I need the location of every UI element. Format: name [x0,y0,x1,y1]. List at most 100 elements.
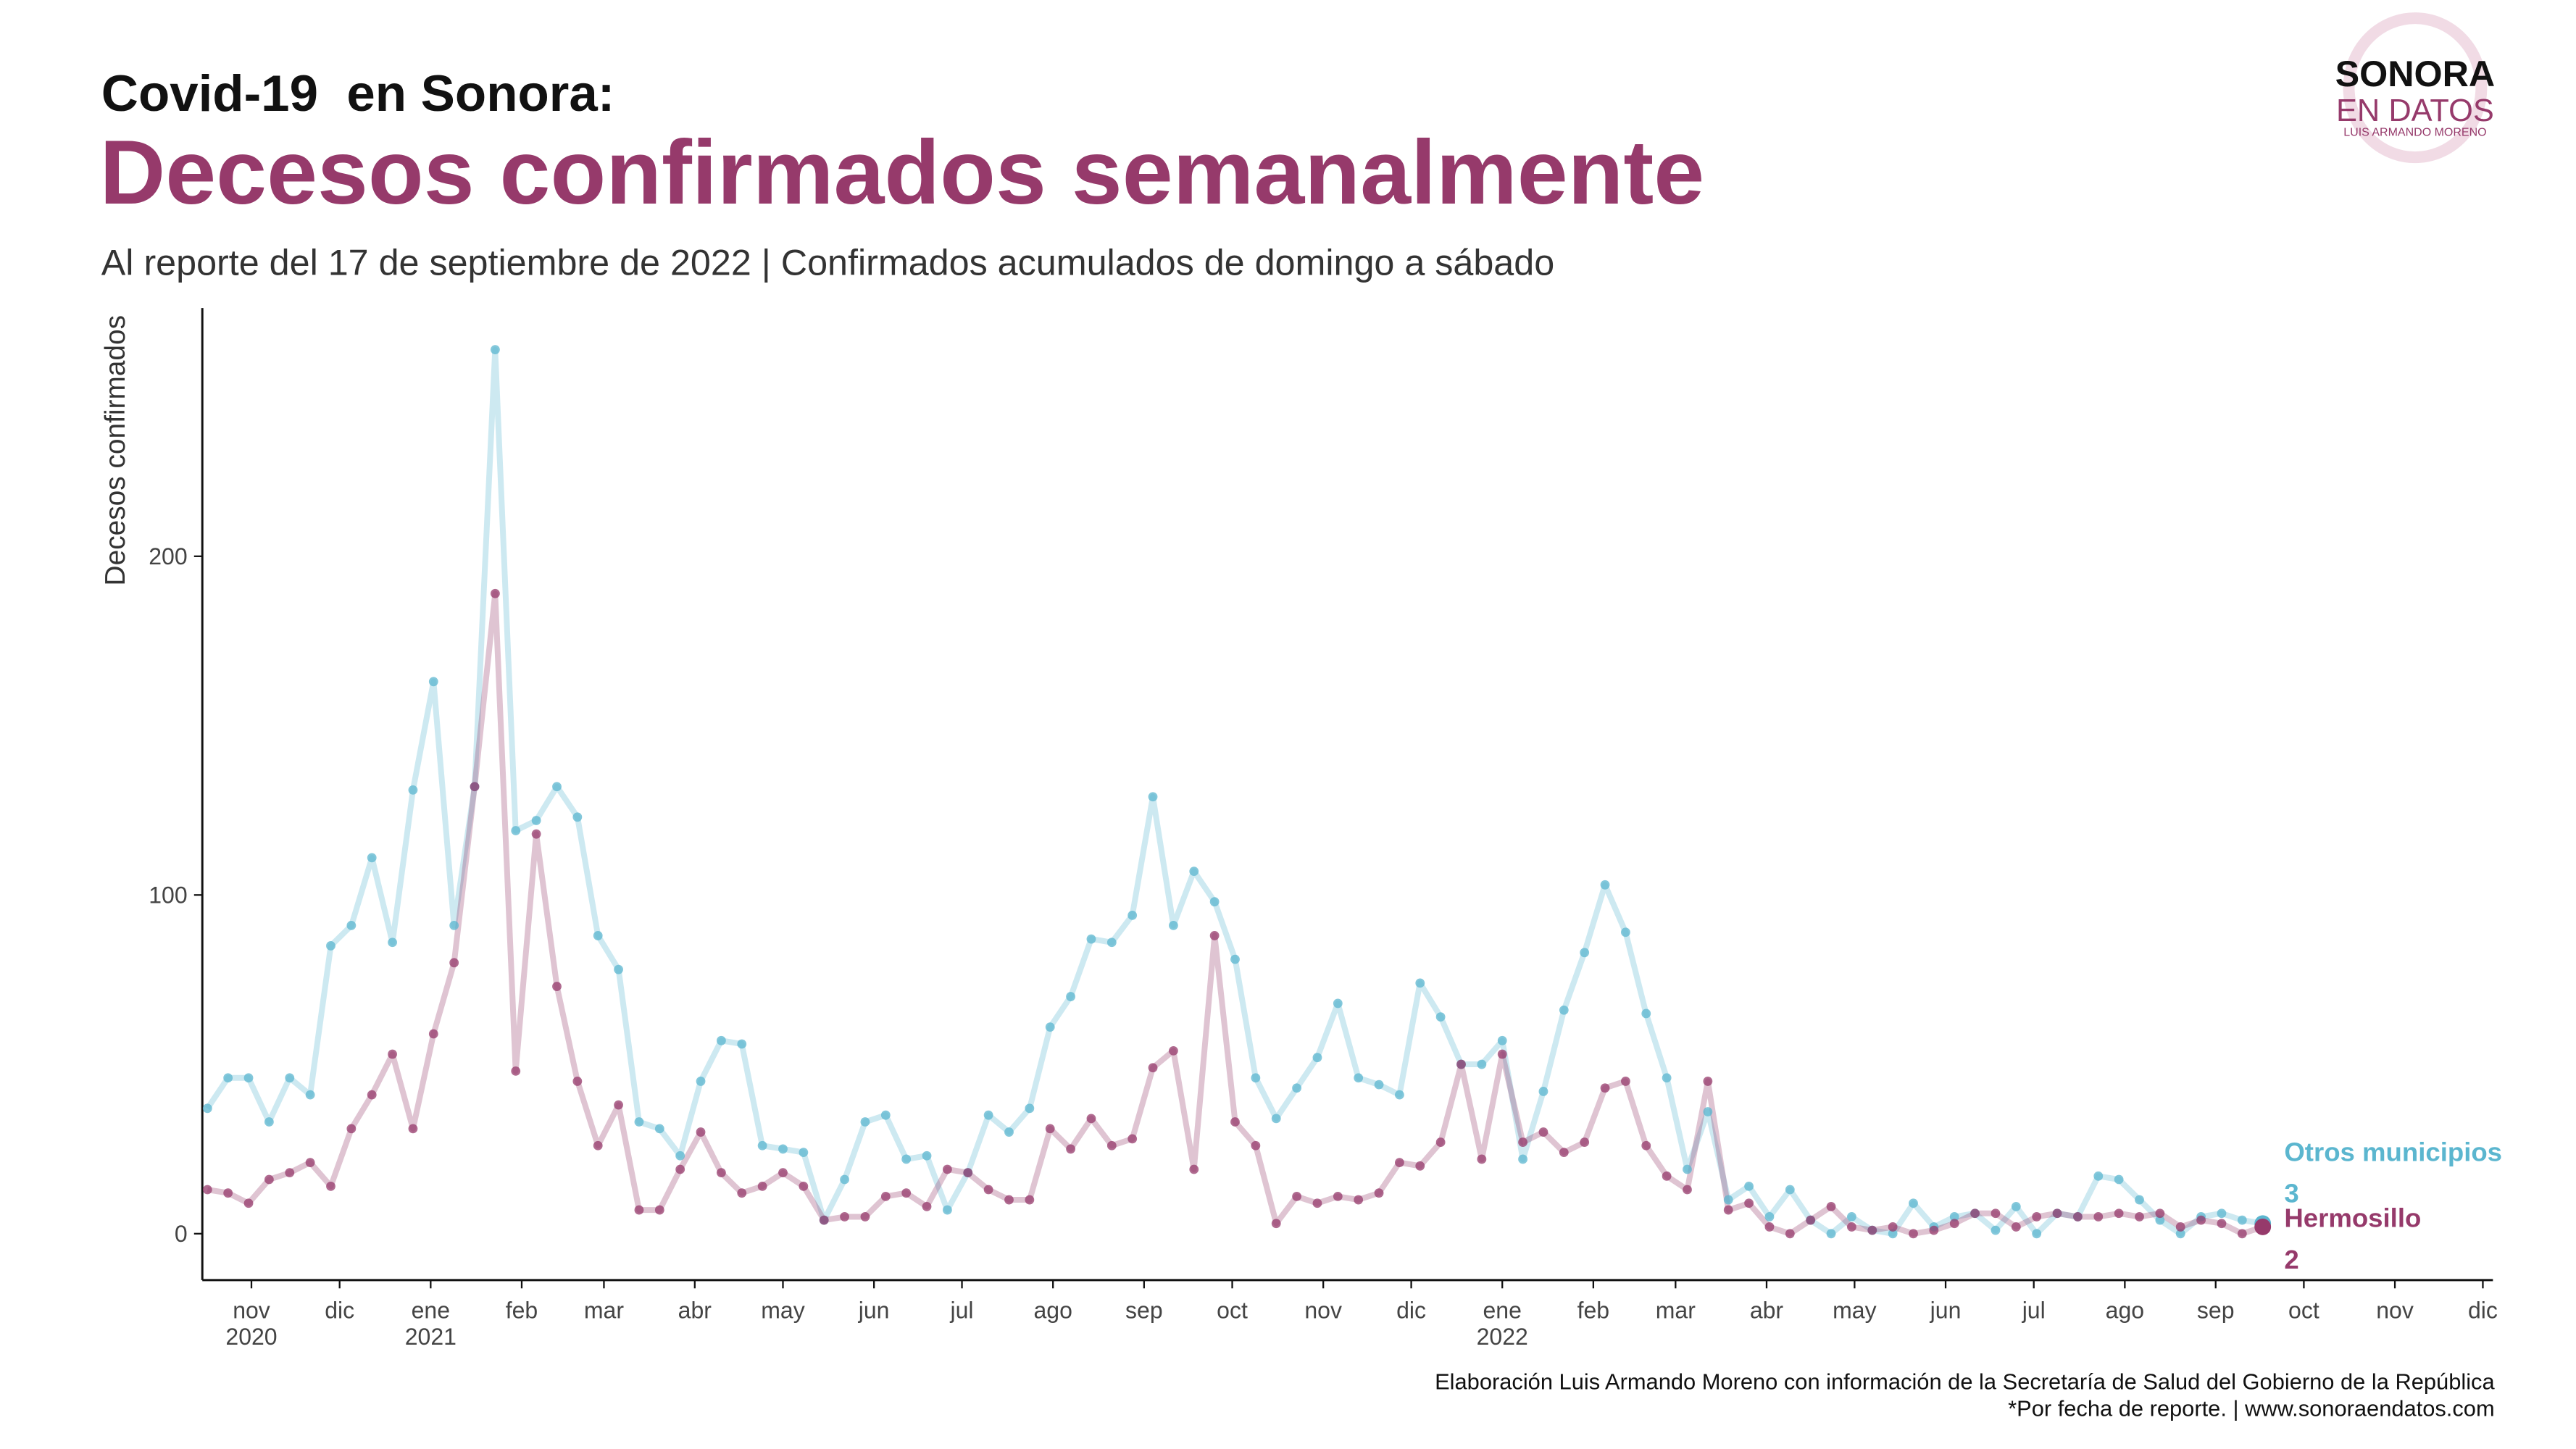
data-point [778,1168,788,1178]
chart-subtitle: Al reporte del 17 de septiembre de 2022 … [101,241,1554,283]
data-point [1559,1005,1569,1015]
data-point [799,1148,809,1158]
data-point [1045,1022,1055,1032]
data-point [1970,1208,1980,1219]
data-point [2073,1212,2083,1222]
x-tick-label: nov [1304,1297,1342,1323]
y-tick-label: 0 [175,1221,188,1247]
data-point [1909,1229,1918,1239]
data-point [1354,1195,1364,1205]
data-point [1271,1114,1281,1124]
x-tick-label: oct [2288,1297,2319,1323]
data-point [1847,1212,1856,1222]
data-point [1723,1195,1733,1205]
data-point [1106,938,1117,948]
data-point [1045,1124,1055,1134]
data-point [511,1066,521,1076]
data-point [490,588,500,598]
data-point [1230,1117,1240,1127]
data-point [1230,954,1240,964]
x-tick-label: sep [1125,1297,1163,1323]
data-point [1169,1045,1178,1056]
data-point [2155,1215,2165,1225]
data-point [943,1164,952,1174]
data-point [1374,1080,1384,1090]
data-point [1538,1087,1548,1096]
data-point [1415,978,1425,988]
data-point [1580,948,1590,958]
data-point [1209,897,1220,907]
data-point [943,1205,952,1215]
data-point [654,1205,664,1215]
data-point [2135,1212,2144,1222]
data-point [1744,1181,1754,1191]
data-point [1395,1158,1404,1168]
x-tick-label: ago [2106,1297,2144,1323]
data-point [1518,1137,1527,1147]
data-point [2052,1208,2062,1219]
data-point [1764,1212,1775,1222]
end-value-label: 2 [2284,1245,2298,1274]
data-point [243,1198,254,1208]
data-point [1251,1073,1261,1083]
data-point [572,812,583,822]
x-tick-label: jul [950,1297,974,1323]
data-point [901,1154,912,1164]
data-point [1847,1222,1856,1232]
data-point [428,677,438,687]
data-point [922,1151,932,1161]
data-point [264,1174,274,1185]
data-point [202,1185,212,1195]
data-point [1703,1077,1713,1086]
data-point [552,982,562,991]
data-point [1518,1154,1527,1164]
data-point [2011,1222,2021,1232]
data-point [1435,1012,1446,1022]
x-tick-label: nov 2020 [225,1297,277,1350]
data-point [1086,1114,1096,1124]
data-point [1785,1185,1795,1195]
caption: Elaboración Luis Armando Moreno con info… [1435,1369,2495,1395]
data-point [1991,1208,2001,1219]
data-point [634,1117,644,1127]
data-point [367,1090,377,1100]
data-point [1929,1225,1939,1235]
data-point [757,1140,767,1151]
data-point [1641,1140,1651,1151]
data-point [2011,1202,2021,1211]
x-tick-label: feb [506,1297,538,1323]
logo-ring [2343,12,2488,164]
data-point [819,1215,829,1225]
data-point [346,920,357,930]
data-point [1723,1205,1733,1215]
data-point [963,1168,973,1178]
data-point [1127,910,1138,920]
data-point [490,345,500,355]
data-point [449,920,459,930]
legend-label: Hermosillo [2284,1203,2421,1233]
data-point [1991,1225,2001,1235]
data-point [1477,1154,1487,1164]
data-point [285,1168,295,1178]
data-point [716,1168,726,1178]
data-point [614,1100,623,1110]
x-tick-label: jun [1930,1297,1962,1323]
x-tick-label: ago [1033,1297,1072,1323]
data-point [572,1077,583,1086]
data-point [1025,1103,1035,1114]
data-point [593,1140,603,1151]
data-point [1086,934,1096,944]
data-point [757,1181,767,1191]
data-point [983,1185,993,1195]
data-point [2032,1212,2042,1222]
data-point [716,1035,726,1045]
data-point [1333,998,1343,1009]
data-point [428,1029,438,1039]
data-point [1066,1144,1075,1154]
data-point [1148,1063,1158,1073]
data-point [2175,1229,2185,1239]
data-point [2155,1208,2165,1219]
data-point [860,1212,870,1222]
data-point [1785,1229,1795,1239]
